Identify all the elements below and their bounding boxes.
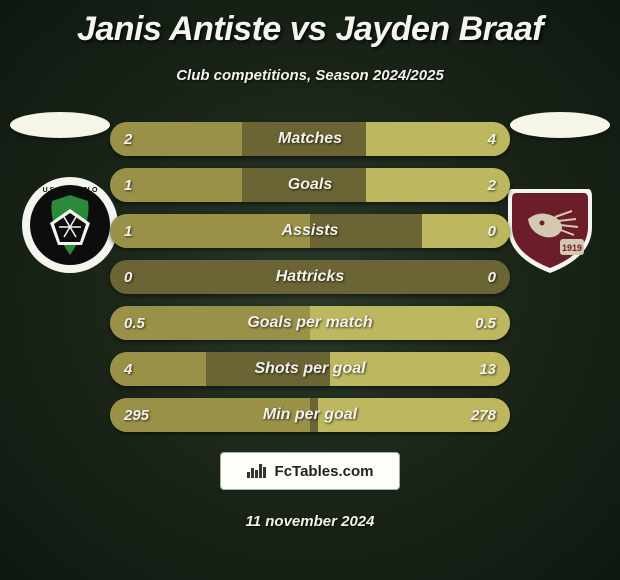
stat-row: 00Hattricks — [110, 260, 510, 294]
page-title: Janis Antiste vs Jayden Braaf — [0, 0, 620, 49]
stat-row: 413Shots per goal — [110, 352, 510, 386]
stat-row: 10Assists — [110, 214, 510, 248]
fctables-logo-icon — [247, 464, 266, 478]
stat-row: 0.50.5Goals per match — [110, 306, 510, 340]
stat-label: Shots per goal — [110, 360, 510, 378]
svg-text:U.S. SASSUOLO: U.S. SASSUOLO — [43, 187, 98, 194]
team-right-badge: 1919 — [500, 175, 600, 275]
ellipse-left — [10, 112, 110, 138]
date-label: 11 november 2024 — [0, 513, 620, 530]
stat-label: Assists — [110, 222, 510, 240]
svg-text:1919: 1919 — [562, 243, 582, 253]
sassuolo-crest-icon: U.S. SASSUOLO — [20, 175, 120, 275]
footer-brand-text: FcTables.com — [275, 463, 374, 480]
stats-container: 24Matches 12Goals 10Assists 00Hattricks 0.50… — [110, 122, 510, 444]
stat-row: 24Matches — [110, 122, 510, 156]
stat-row: 295278Min per goal — [110, 398, 510, 432]
team-left-badge: U.S. SASSUOLO — [20, 175, 120, 275]
stat-row: 12Goals — [110, 168, 510, 202]
footer-brand-badge[interactable]: FcTables.com — [220, 452, 400, 490]
stat-label: Goals — [110, 176, 510, 194]
subtitle: Club competitions, Season 2024/2025 — [0, 67, 620, 84]
stat-label: Min per goal — [110, 406, 510, 424]
stat-label: Goals per match — [110, 314, 510, 332]
ellipse-right — [510, 112, 610, 138]
stat-label: Matches — [110, 130, 510, 148]
stat-label: Hattricks — [110, 268, 510, 286]
salernitana-crest-icon: 1919 — [500, 175, 600, 275]
